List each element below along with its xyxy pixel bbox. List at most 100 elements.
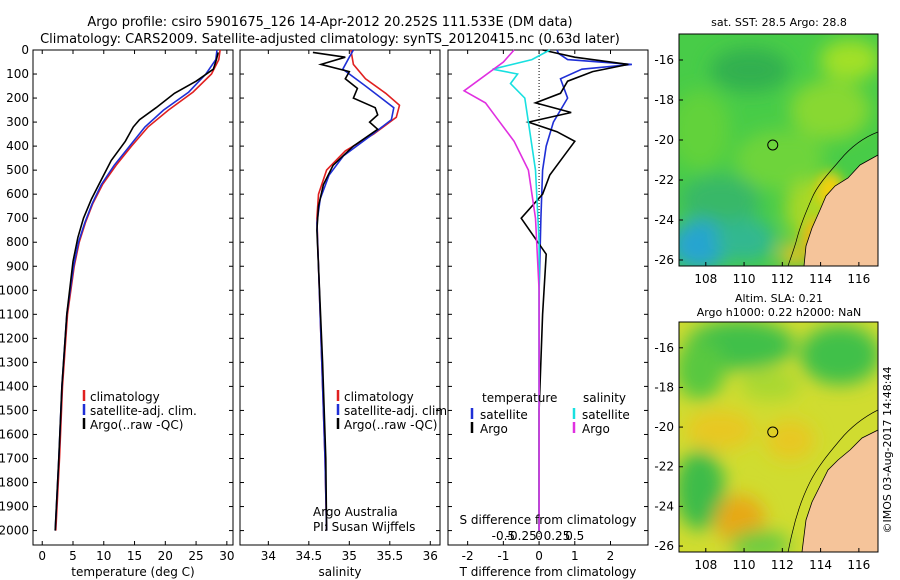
legend-label: Argo(..raw -QC): [90, 418, 183, 432]
sst-isobath: [787, 131, 878, 266]
x-tick-label: 36: [423, 549, 438, 563]
map-x-tick-label: 110: [733, 558, 756, 572]
x-tick-label: 15: [127, 549, 142, 563]
series-line-s-argo: [462, 49, 540, 531]
x-tick-label: 5: [69, 549, 77, 563]
temperature-y-axis: 0 100 200 300 400 500 600 700 800 900 1000 1100 1200…: [0, 43, 233, 538]
sla-isobath: [787, 409, 878, 552]
series-line-argo-raw-qc-: [54, 52, 219, 531]
map-x-tick-label: 110: [733, 272, 756, 286]
sst-map: sat. SST: 28.5 Argo: 28.8: [654, 16, 879, 286]
sla-map-axes: 108 110 112 114 116 -16 -18 -20 -22 -24 -26: [654, 341, 870, 572]
x-tick-label: 0: [38, 549, 46, 563]
temperature-frame: [32, 49, 234, 546]
map-x-tick-label: 116: [847, 558, 870, 572]
sla-map-title2: Argo h1000: 0.22 h2000: NaN: [697, 306, 862, 319]
legend-title-temperature: temperature: [482, 391, 557, 405]
top-tick-label: 0.5: [565, 529, 584, 543]
salinity-xlabel: salinity: [318, 565, 361, 579]
x-tick-label: 35.5: [376, 549, 403, 563]
map-x-tick-label: 112: [771, 558, 794, 572]
sla-land: [801, 429, 878, 552]
map-x-tick-label: 112: [771, 272, 794, 286]
difference-top-axis: -0.5-0.250 0.250.5: [492, 529, 585, 543]
y-tick-label: 700: [6, 211, 29, 225]
y-tick-label: 500: [6, 163, 29, 177]
map-y-tick-label: -18: [654, 93, 674, 107]
y-tick-label: 1700: [0, 451, 29, 465]
map-x-tick-label: 114: [809, 272, 832, 286]
y-tick-label: 1600: [0, 427, 29, 441]
y-tick-label: 1400: [0, 379, 29, 393]
difference-panel: -2 -1 0 1 2 -0.5-0.250 0.250.5 temperaturesat…: [447, 49, 649, 579]
series-line-t-argo: [520, 49, 629, 531]
difference-legend: temperaturesatelliteArgosalinitysatellit…: [470, 391, 630, 436]
x-tick-label: 0: [535, 549, 543, 563]
difference-y-ticks: [448, 49, 648, 532]
legend-title-salinity: salinity: [583, 391, 626, 405]
salinity-frame: [239, 49, 441, 546]
map-y-tick-label: -18: [654, 380, 674, 394]
y-tick-label: 900: [6, 259, 29, 273]
y-tick-label: 1500: [0, 403, 29, 417]
x-tick-label: -1: [497, 549, 509, 563]
map-x-tick-label: 108: [694, 272, 717, 286]
map-y-tick-label: -24: [654, 213, 674, 227]
map-x-tick-label: 114: [809, 558, 832, 572]
map-x-tick-label: 116: [847, 272, 870, 286]
temperature-xlabel: temperature (deg C): [71, 565, 194, 579]
x-tick-label: 2: [607, 549, 615, 563]
x-tick-label: 34.5: [295, 549, 322, 563]
sst-argo-marker: [767, 139, 779, 151]
x-tick-label: -2: [462, 549, 474, 563]
difference-top-xlabel: S difference from climatology: [460, 513, 637, 527]
map-y-tick-label: -20: [654, 133, 674, 147]
sst-map-axes: 108 110 112 114 116 -16 -18 -20 -22 -24 -26: [654, 53, 870, 286]
map-y-tick-label: -22: [654, 173, 674, 187]
temperature-panel: 0100200300400500600700800900100011001200…: [0, 43, 234, 579]
annotation-line1: Argo Australia: [313, 505, 398, 519]
map-y-tick-label: -16: [654, 53, 674, 67]
sst-land: [803, 154, 878, 266]
x-tick-label: 10: [96, 549, 111, 563]
legend-label: Argo: [480, 422, 508, 436]
y-tick-label: 1800: [0, 476, 29, 490]
map-y-tick-label: -22: [654, 460, 674, 474]
x-tick-label: 1: [571, 549, 579, 563]
y-tick-label: 400: [6, 139, 29, 153]
legend-label: climatology: [90, 390, 160, 404]
sla-map-title: Altim. SLA: 0.21: [735, 292, 823, 305]
series-line-argo-raw-qc-: [312, 51, 379, 531]
legend-label: satellite-adj. clim.: [90, 404, 197, 418]
map-y-tick-label: -24: [654, 499, 674, 513]
difference-xlabel: T difference from climatology: [459, 565, 637, 579]
difference-x-axis: -2 -1 0 1 2: [462, 50, 615, 563]
sst-map-title: sat. SST: 28.5 Argo: 28.8: [711, 16, 847, 29]
y-tick-label: 1100: [0, 307, 29, 321]
salinity-series: [312, 49, 401, 531]
y-tick-label: 200: [6, 91, 29, 105]
salinity-y-ticks: [240, 49, 440, 532]
x-tick-label: 30: [219, 549, 234, 563]
header-line1: Argo profile: csiro 5901675_126 14-Apr-2…: [87, 15, 572, 30]
legend-label: climatology: [344, 390, 414, 404]
top-tick-label: -0.25: [506, 529, 537, 543]
y-tick-label: 1300: [0, 355, 29, 369]
y-tick-label: 300: [6, 115, 29, 129]
sst-map-frame: [678, 33, 879, 267]
difference-frame: [447, 49, 649, 546]
top-tick-label: -0.5: [492, 529, 515, 543]
salinity-panel: 34 34.5 35 35.5 36 climatologysatellite-adj.…: [239, 49, 451, 579]
legend-label: satellite: [582, 408, 630, 422]
y-tick-label: 1000: [0, 283, 29, 297]
temperature-series: [54, 49, 221, 531]
series-line-s-satellite: [492, 49, 551, 531]
annotation-line2: PI: Susan Wijffels: [313, 520, 415, 534]
y-tick-label: 1200: [0, 331, 29, 345]
x-tick-label: 20: [158, 549, 173, 563]
y-tick-label: 600: [6, 187, 29, 201]
x-tick-label: 25: [188, 549, 203, 563]
